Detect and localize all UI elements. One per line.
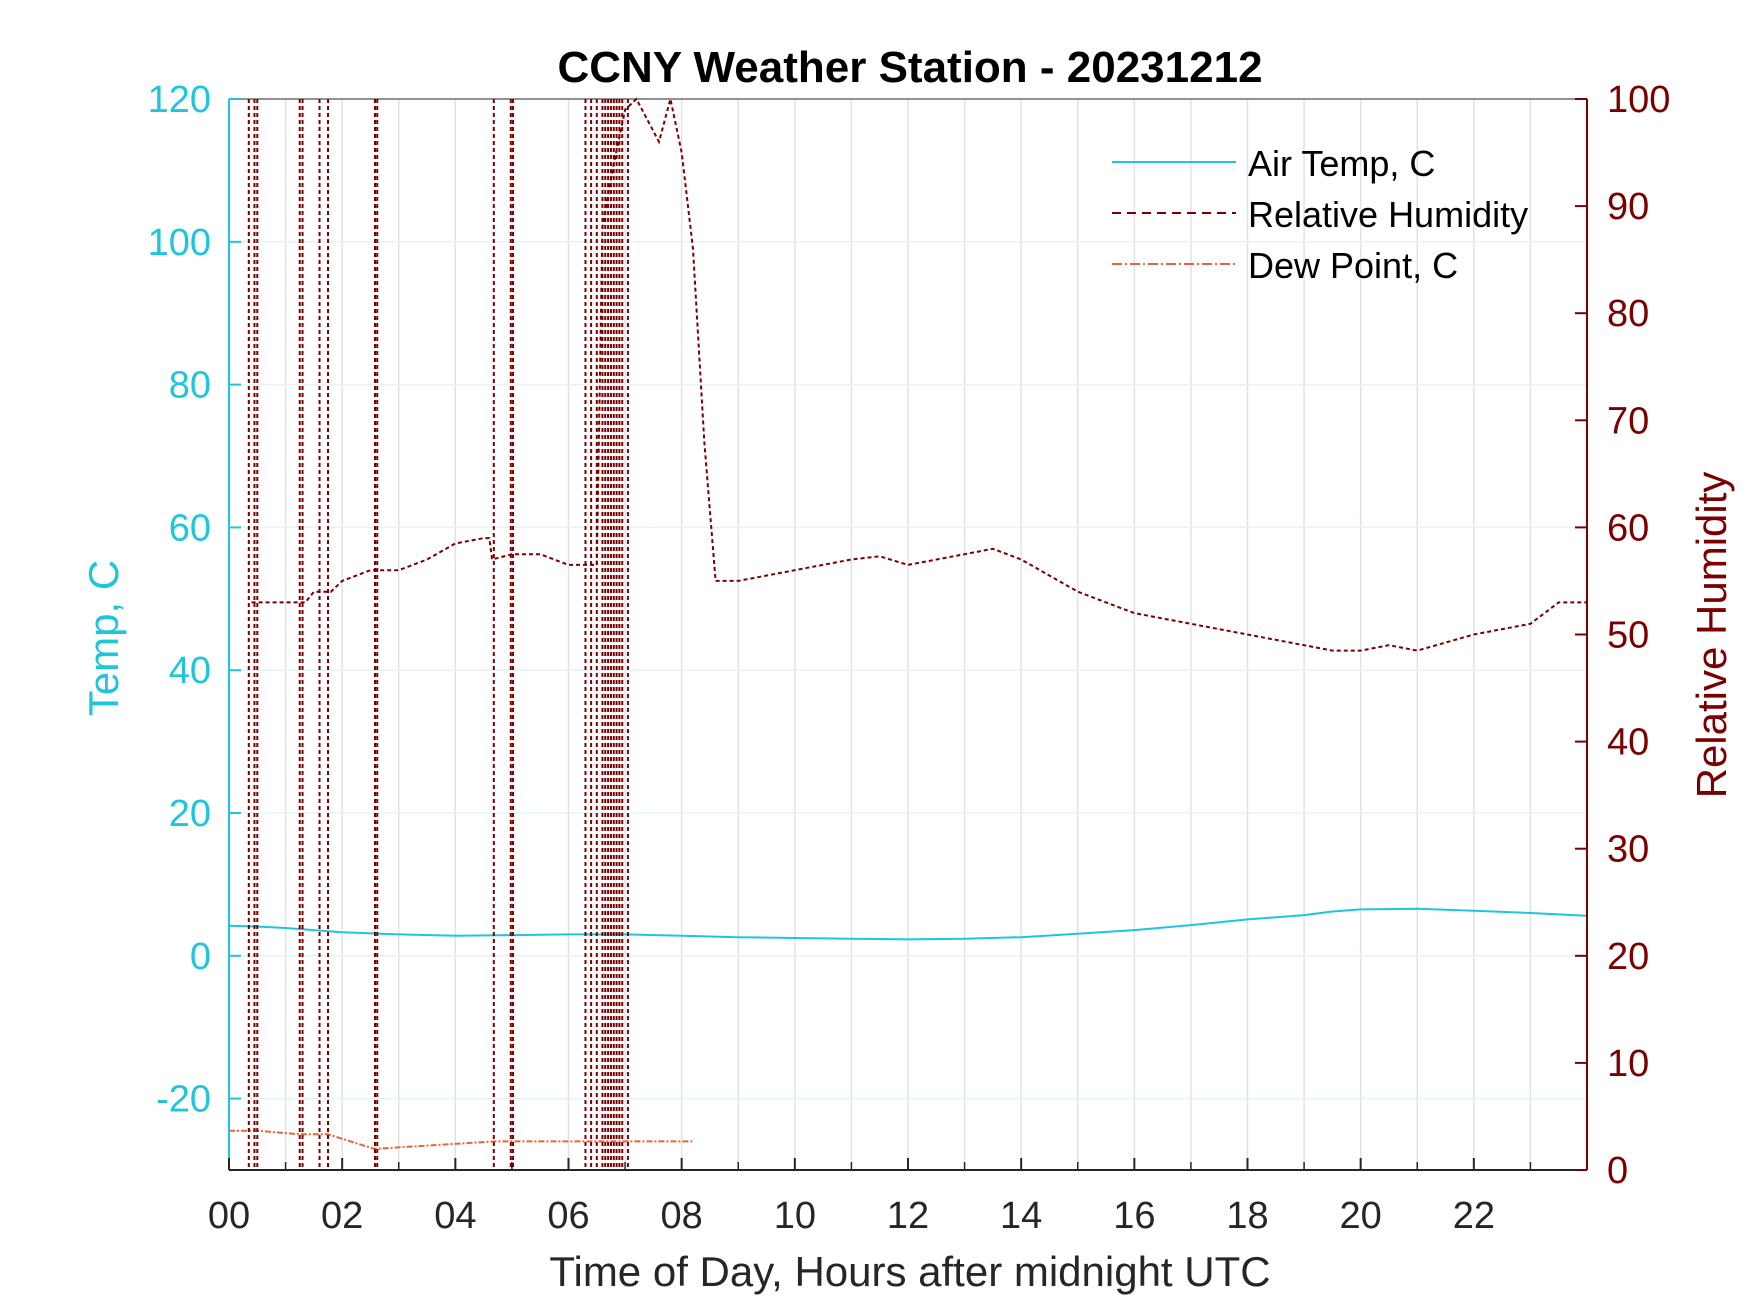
- x-tick-label: 16: [1113, 1195, 1155, 1237]
- legend-label-relative-humidity: Relative Humidity: [1248, 194, 1528, 235]
- y-axis-right-label: Relative Humidity: [1688, 472, 1735, 799]
- legend-label-dew-point: Dew Point, C: [1248, 245, 1458, 286]
- x-tick-label: 22: [1453, 1195, 1495, 1237]
- y-right-tick-label: 10: [1607, 1043, 1649, 1085]
- y-right-tick-label: 90: [1607, 186, 1649, 228]
- x-tick-label: 08: [661, 1195, 703, 1237]
- chart-title: CCNY Weather Station - 20231212: [557, 43, 1262, 92]
- y-left-tick-label: -20: [156, 1079, 211, 1121]
- y-left-tick-label: 120: [148, 79, 211, 121]
- x-tick-label: 20: [1340, 1195, 1382, 1237]
- relative-humidity-line: [251, 97, 1587, 652]
- y-left-tick-label: 60: [169, 507, 211, 549]
- x-tick-label: 14: [1000, 1195, 1042, 1237]
- legend: Air Temp, C Relative Humidity Dew Point,…: [1112, 143, 1528, 286]
- ticks: 00 02 04 06 08 10 12 14 16 18 20 22120100806040200-…: [148, 79, 1671, 1237]
- x-tick-label: 06: [547, 1195, 589, 1237]
- x-tick-label: 18: [1226, 1195, 1268, 1237]
- x-tick-label: 10: [774, 1195, 816, 1237]
- y-right-tick-label: 40: [1607, 722, 1649, 764]
- y-right-tick-label: 80: [1607, 293, 1649, 335]
- dew-point-line: [229, 1129, 693, 1150]
- y-left-tick-label: 0: [190, 936, 211, 978]
- y-right-tick-label: 30: [1607, 829, 1649, 871]
- x-tick-label: 00: [208, 1195, 250, 1237]
- y-left-tick-label: 40: [169, 650, 211, 692]
- air-temp-line: [228, 907, 1588, 941]
- series-layer: [228, 97, 1588, 1170]
- x-tick-label: 04: [434, 1195, 476, 1237]
- y-right-tick-label: 100: [1607, 79, 1670, 121]
- y-right-tick-label: 20: [1607, 936, 1649, 978]
- y-right-tick-label: 50: [1607, 615, 1649, 657]
- y-right-tick-label: 60: [1607, 507, 1649, 549]
- x-tick-label: 02: [321, 1195, 363, 1237]
- y-left-tick-label: 80: [169, 365, 211, 407]
- y-axis-left-label: Temp, C: [80, 560, 127, 716]
- x-axis-label: Time of Day, Hours after midnight UTC: [549, 1248, 1270, 1295]
- y-right-tick-label: 70: [1607, 400, 1649, 442]
- y-left-tick-label: 100: [148, 222, 211, 264]
- y-left-tick-label: 20: [169, 793, 211, 835]
- y-right-tick-label: 0: [1607, 1150, 1628, 1192]
- legend-label-air-temp: Air Temp, C: [1248, 143, 1435, 184]
- x-tick-label: 12: [887, 1195, 929, 1237]
